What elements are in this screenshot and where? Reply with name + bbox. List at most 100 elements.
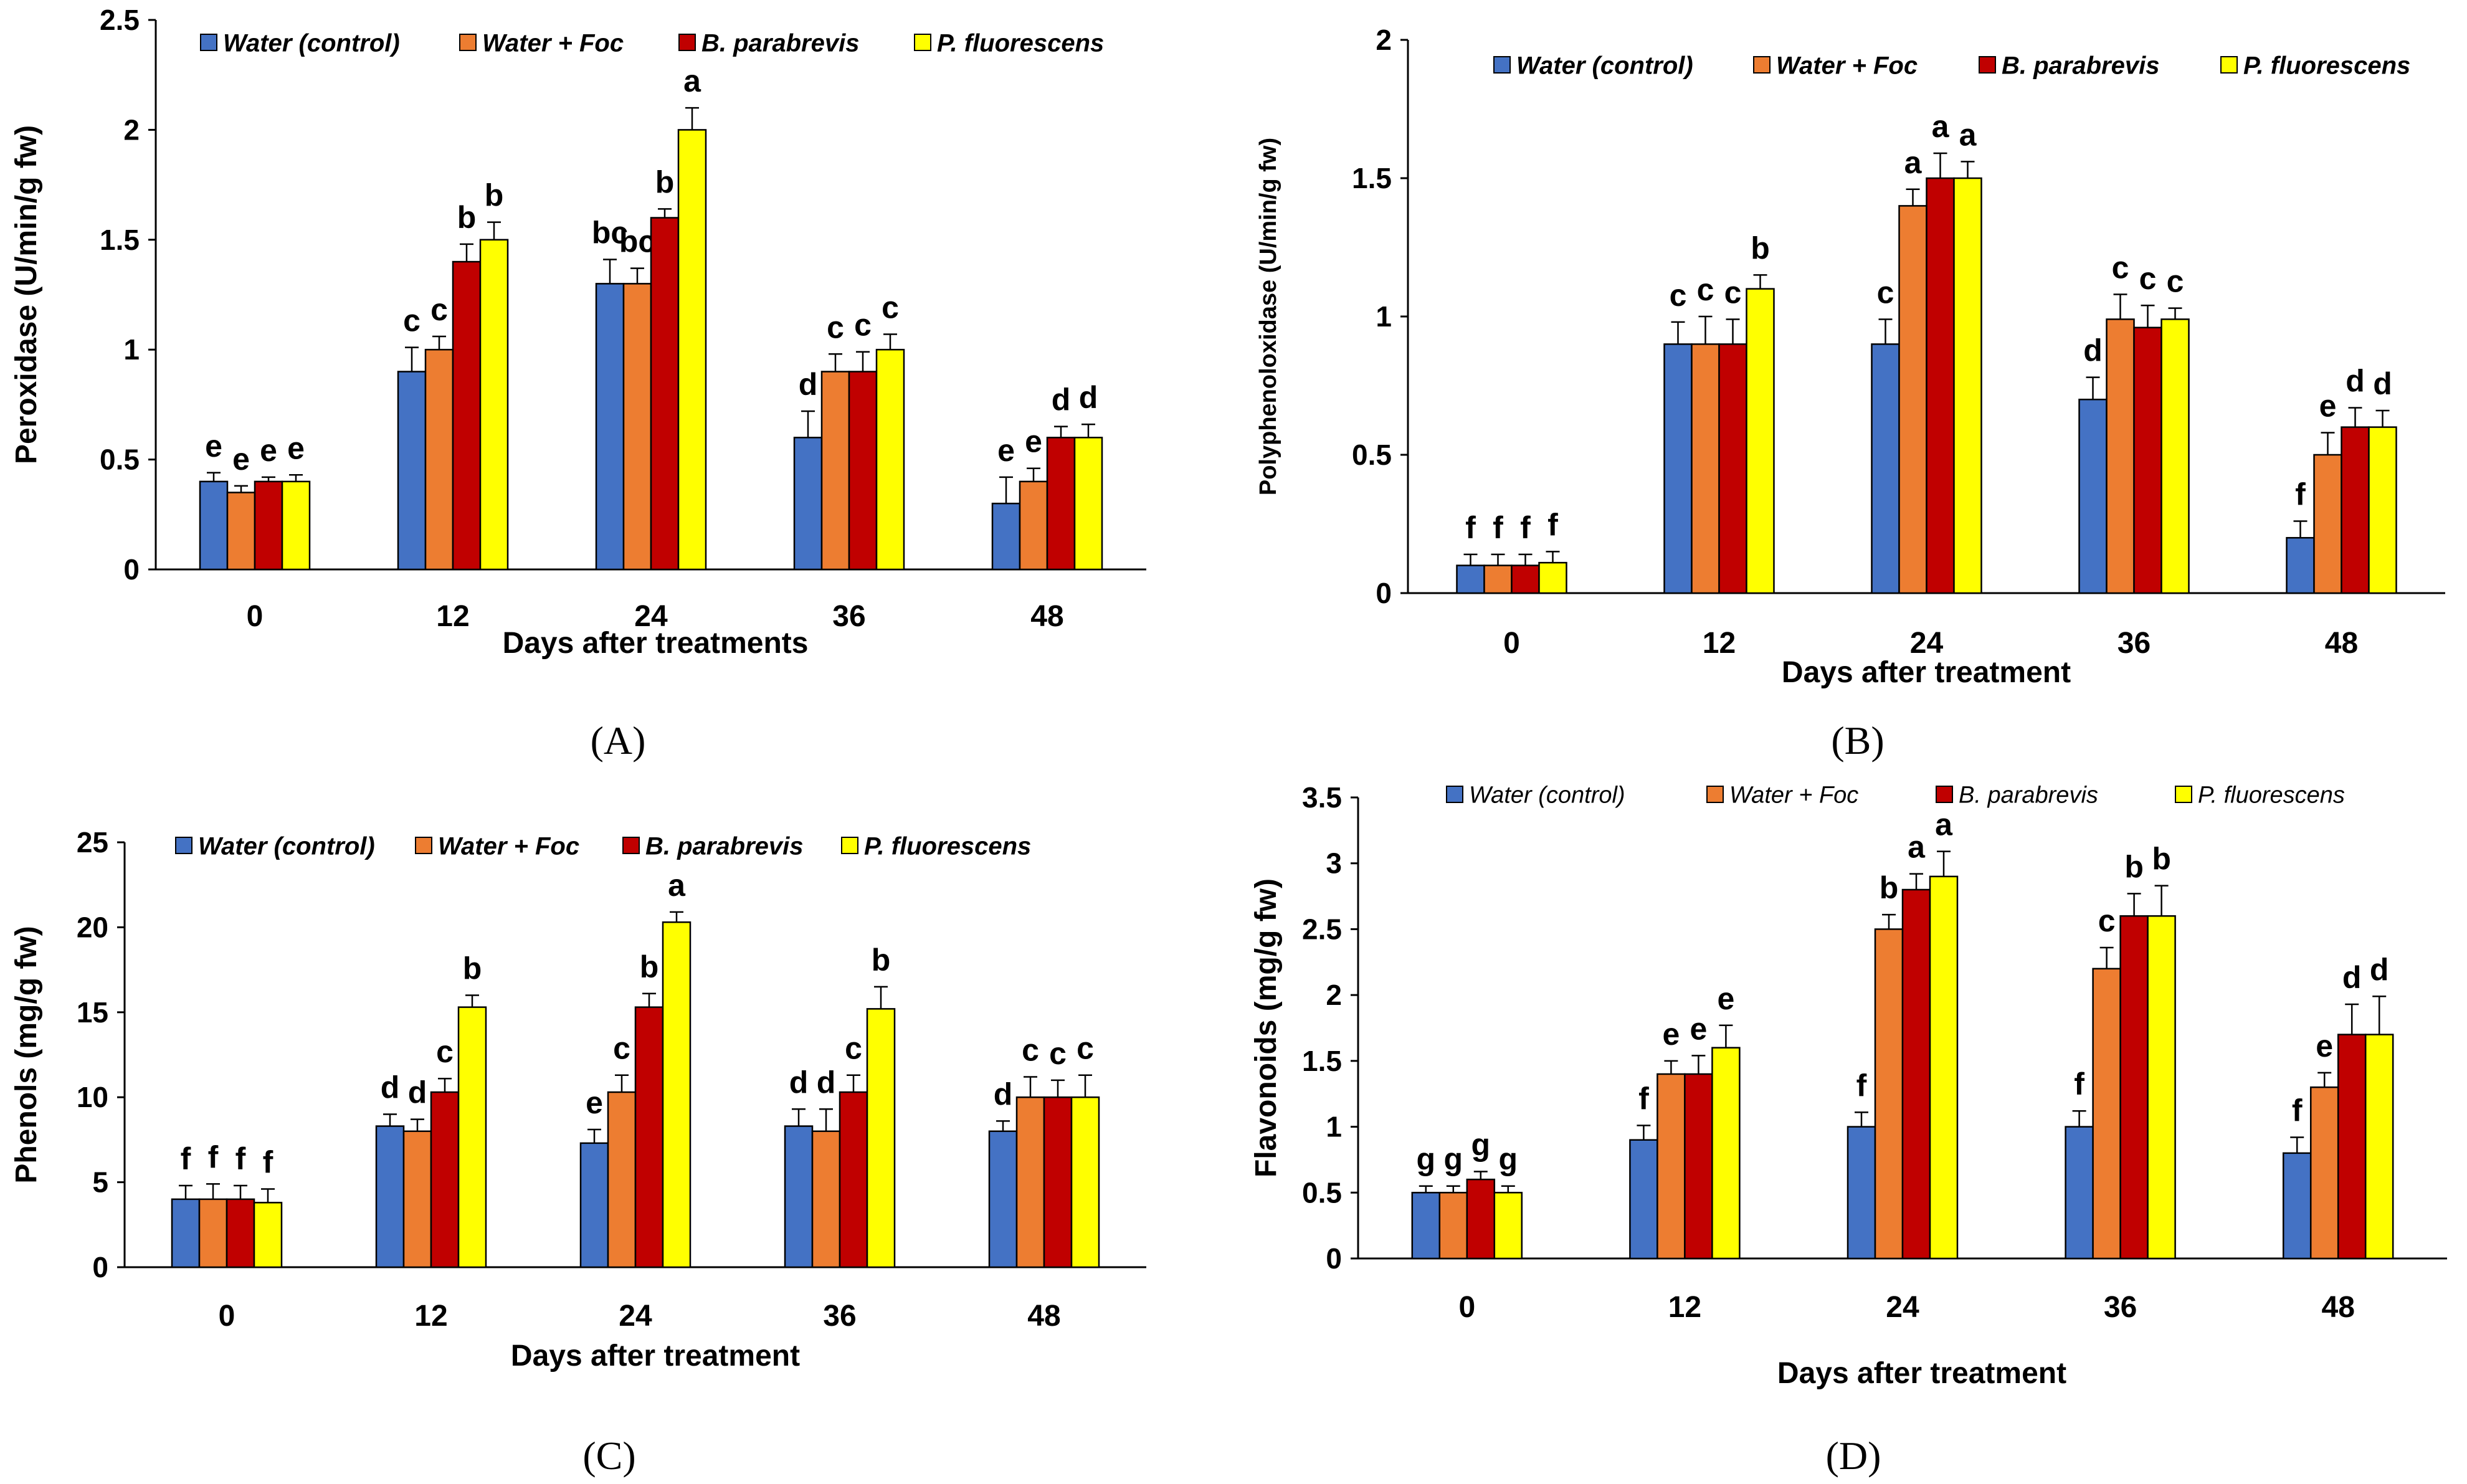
significance-letter: b [457,200,477,235]
significance-letter: b [655,164,675,199]
bar-1-1-3 [2106,318,2135,594]
significance-letter: e [1662,1017,1680,1052]
significance-letter: g [1444,1142,1463,1177]
significance-letter: c [613,1031,630,1066]
y-axis-title: Flavonoids (mg/g fw) [1250,878,1283,1177]
bar-0-2-0 [254,480,283,571]
significance-letter: d [789,1065,809,1100]
bar-1-3-2 [1953,177,1982,594]
legend-label: Water + Foc [438,832,579,860]
significance-letter: e [287,430,305,465]
bar-0-3-4 [1073,437,1103,571]
legend-label: B. parabrevis [2002,52,2159,79]
significance-letter: b [872,943,891,977]
y-tick-label: 10 [77,1081,108,1113]
bar-3-0-2 [1847,1126,1876,1260]
bar-1-3-3 [2160,318,2190,594]
bar-3-2-0 [1466,1178,1496,1260]
significance-letter: c [882,290,899,325]
y-tick-label: 0.5 [1302,1176,1342,1209]
legend: Water (control) Water + Foc B. parabrevis P… [175,832,1031,860]
y-tick-label: 2 [123,113,140,146]
significance-letter: c [1077,1031,1094,1066]
y-tick-label: 1.5 [1302,1045,1342,1077]
bar-2-1-1 [402,1130,432,1268]
y-tick-label: 25 [77,826,108,859]
significance-letter: bc [619,224,655,259]
significance-letter: b [1751,231,1770,265]
significance-letter: a [1935,807,1953,842]
significance-letter: e [586,1085,603,1120]
x-tick-label: 24 [1886,1291,1919,1324]
bar-3-1-0 [1438,1192,1468,1260]
legend-label: Water + Foc [482,29,624,57]
significance-letter: e [260,433,277,468]
significance-letter: c [436,1034,454,1069]
y-tick-label: 2.5 [1302,913,1342,945]
significance-letter: e [1690,1011,1707,1046]
bar-3-0-3 [2065,1126,2094,1260]
x-tick-label: 36 [2118,627,2151,660]
bar-0-1-4 [1019,480,1048,571]
x-tick-label: 12 [414,1300,447,1333]
x-tick-label: 12 [1668,1291,1701,1324]
legend-swatch [622,837,640,854]
x-tick-label: 48 [1027,1300,1060,1333]
y-tick-label: 5 [92,1166,108,1199]
significance-letter: f [2292,1093,2303,1128]
bar-2-3-3 [866,1008,896,1268]
significance-letter: d [2342,960,2362,995]
bar-0-3-0 [281,480,311,571]
bar-0-0-1 [397,371,427,571]
legend-swatch [914,34,931,51]
significance-letter: c [2098,903,2116,938]
bar-2-2-3 [839,1091,868,1268]
significance-letter: f [235,1141,246,1176]
panel-label: (D) [1826,1434,1881,1478]
significance-letter: a [1959,117,1977,152]
x-tick-label: 0 [247,600,264,633]
bar-0-1-0 [226,492,256,571]
chart-panel-1: 0 0.5 1 1.5 2 Polyphenoloxidase (U/min/g fw) 0… [1255,24,2445,763]
bar-3-2-2 [1901,888,1931,1260]
y-axis-title: Peroxidase (U/min/g fw) [10,125,43,464]
bar-2-1-2 [607,1091,637,1268]
y-tick-label: 1 [1376,300,1392,333]
bar-1-2-2 [1926,177,1955,594]
bar-3-1-1 [1657,1073,1686,1260]
significance-letter: e [1717,981,1734,1016]
bar-2-0-3 [784,1125,814,1268]
legend-label: Water (control) [198,832,375,860]
legend-label: Water (control) [1469,782,1625,809]
legend-label: P. fluorescens [2198,782,2345,809]
bar-3-0-1 [1629,1139,1658,1260]
y-tick-label: 0 [123,553,140,586]
bar-3-3-0 [1493,1192,1523,1260]
bar-1-2-1 [1718,343,1747,594]
x-tick-label: 36 [823,1300,856,1333]
y-tick-label: 3.5 [1302,781,1342,814]
bar-3-2-4 [2337,1034,2367,1260]
y-tick-label: 20 [77,911,108,943]
legend-label: P. fluorescens [864,832,1031,860]
bar-0-1-3 [820,371,850,571]
significance-letter: c [430,292,448,327]
bar-0-2-4 [1046,437,1076,571]
bar-3-3-4 [2364,1034,2394,1260]
bar-0-0-4 [991,502,1021,571]
legend-swatch [1493,56,1511,74]
significance-letter: b [640,949,659,984]
x-axis-title: Days after treatments [503,627,809,660]
bar-0-2-2 [650,217,680,571]
y-tick-label: 1.5 [1352,162,1392,194]
significance-letter: e [2316,1029,2333,1063]
bar-1-0-0 [1456,564,1485,594]
panel-label: (C) [582,1434,635,1478]
significance-letter: a [668,868,686,903]
bar-1-2-0 [1511,564,1540,594]
significance-letter: c [403,303,421,338]
legend-swatch [175,837,193,854]
significance-letter: g [1499,1142,1518,1177]
bar-2-3-4 [1070,1096,1100,1268]
legend-swatch [1936,786,1953,803]
